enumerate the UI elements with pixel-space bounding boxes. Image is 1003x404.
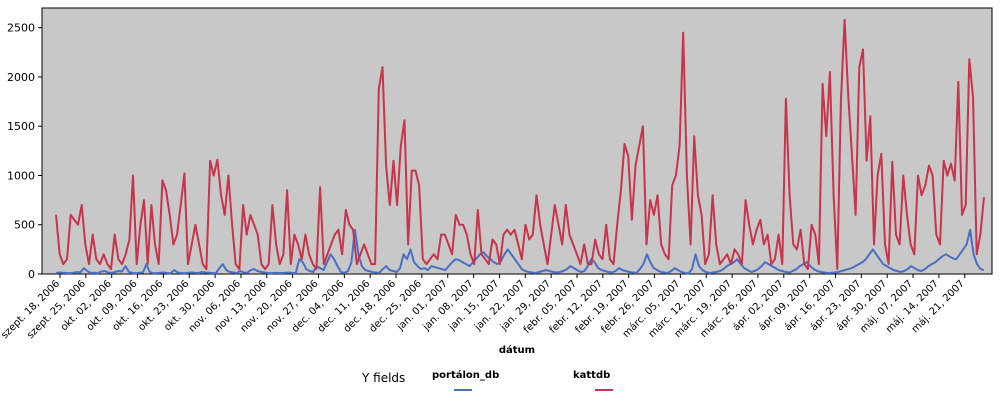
plot-area [41,7,993,275]
series-line-kattdb [55,18,985,271]
series-layer [55,18,985,275]
y-tick-label: 2500 [7,22,35,35]
y-tick-label: 0 [28,268,35,281]
legend: Y fields portálon_db kattdb [361,369,613,391]
y-tick-label: 2000 [7,71,35,84]
legend-label-kattdb: kattdb [573,370,610,381]
y-tick-label: 500 [14,219,35,232]
legend-label-portálon_db: portálon_db [432,369,499,381]
legend-title: Y fields [361,371,405,385]
y-axis: 0 500 1000 1500 2000 2500 [7,22,42,281]
series-line-portálon_db [55,228,985,275]
y-tick-label: 1000 [7,169,35,182]
x-axis-title: dátum [499,344,535,356]
y-tick-label: 1500 [7,120,35,133]
